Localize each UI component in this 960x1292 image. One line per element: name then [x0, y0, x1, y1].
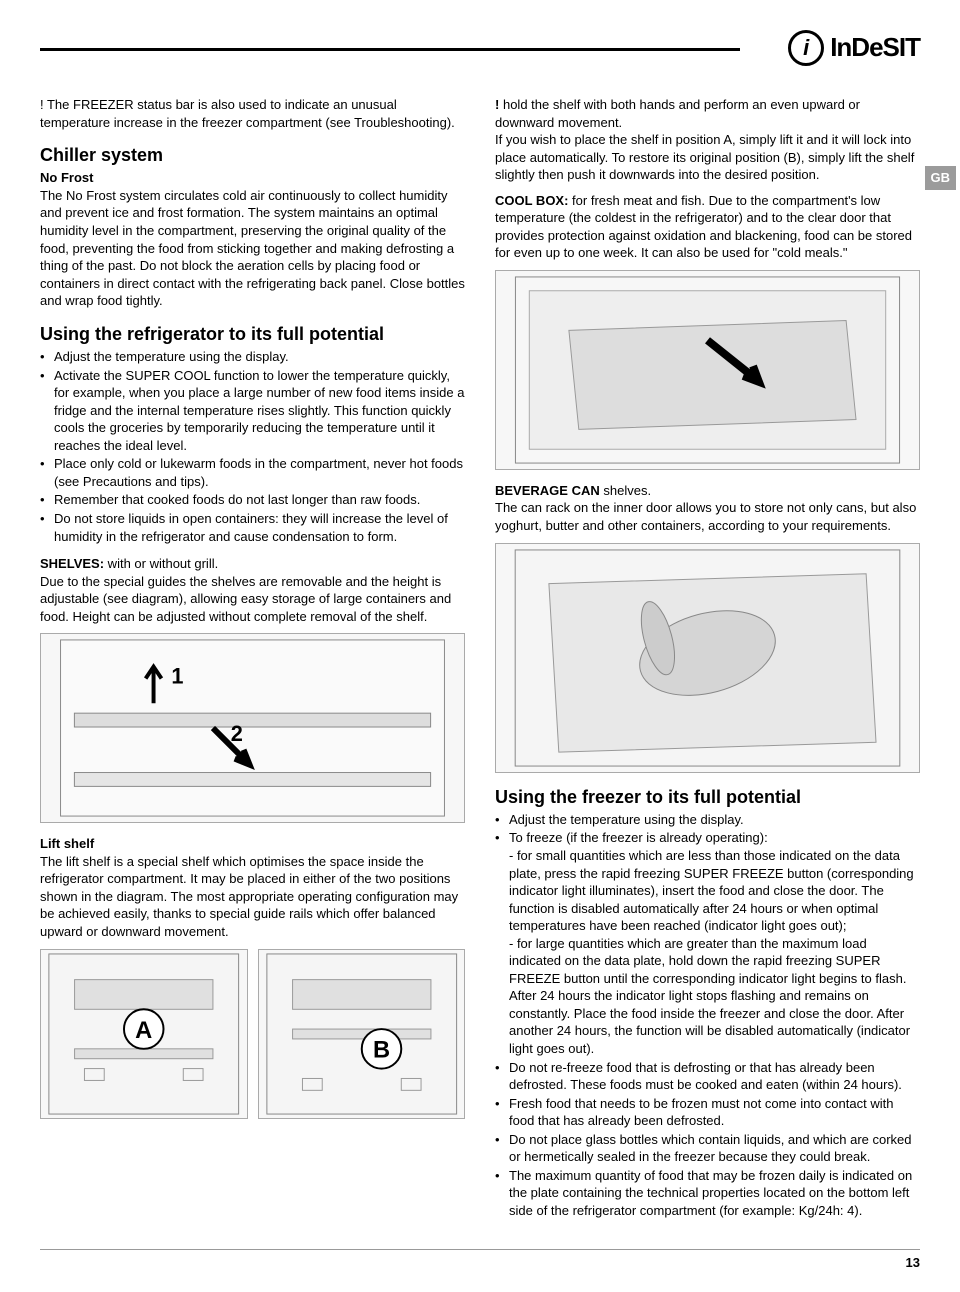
hold-shelf-note: ! hold the shelf with both hands and per…	[495, 96, 920, 184]
freezer-b2-dash1: - for small quantities which are less th…	[509, 848, 914, 933]
freezer-b2-dash2: - for large quantities which are greater…	[509, 936, 910, 1056]
coolbox-paragraph: COOL BOX: for fresh meat and fish. Due t…	[495, 192, 920, 262]
lift-diagram-b: B	[258, 949, 466, 1119]
page-number: 13	[40, 1249, 920, 1272]
fridge-bullet: Remember that cooked foods do not last l…	[40, 491, 465, 509]
coolbox-svg	[496, 271, 919, 469]
fridge-bullet: Place only cold or lukewarm foods in the…	[40, 455, 465, 490]
shelves-body: Due to the special guides the shelves ar…	[40, 574, 451, 624]
page-header: i InDeSIT	[40, 30, 920, 66]
bevcan-paragraph: BEVERAGE CAN shelves. The can rack on th…	[495, 482, 920, 535]
freezer-bullet: The maximum quantity of food that may be…	[495, 1167, 920, 1220]
fridge-bullet: Activate the SUPER COOL function to lowe…	[40, 367, 465, 455]
freezer-bullet: Adjust the temperature using the display…	[495, 811, 920, 829]
content-columns: GB ! The FREEZER status bar is also used…	[40, 96, 920, 1229]
lift-a-svg: A	[41, 950, 247, 1118]
label-2: 2	[231, 721, 243, 746]
fridge-bullet: Do not store liquids in open containers:…	[40, 510, 465, 545]
lift-shelf-body: The lift shelf is a special shelf which …	[40, 853, 465, 941]
fridge-potential-heading: Using the refrigerator to its full poten…	[40, 322, 465, 346]
bevcan-diagram	[495, 543, 920, 773]
no-frost-label: No Frost	[40, 169, 465, 187]
no-frost-body: The No Frost system circulates cold air …	[40, 187, 465, 310]
freezer-bullet: Fresh food that needs to be frozen must …	[495, 1095, 920, 1130]
fridge-bullet: Adjust the temperature using the display…	[40, 348, 465, 366]
coolbox-label: COOL BOX:	[495, 193, 568, 208]
bevcan-tail: shelves.	[600, 483, 651, 498]
shelves-paragraph: SHELVES: with or without grill. Due to t…	[40, 555, 465, 625]
hold-shelf-bang: !	[495, 97, 499, 112]
bevcan-label: BEVERAGE CAN	[495, 483, 600, 498]
coolbox-diagram	[495, 270, 920, 470]
shelves-label: SHELVES:	[40, 556, 104, 571]
brand-name: InDeSIT	[830, 30, 920, 65]
label-1: 1	[171, 664, 183, 689]
chiller-heading: Chiller system	[40, 143, 465, 167]
freezer-bullet: Do not place glass bottles which contain…	[495, 1131, 920, 1166]
freezer-status-note: ! The FREEZER status bar is also used to…	[40, 96, 465, 131]
label-b: B	[372, 1037, 389, 1063]
fridge-bullets: Adjust the temperature using the display…	[40, 348, 465, 545]
right-column: ! hold the shelf with both hands and per…	[495, 96, 920, 1229]
freezer-bullet: To freeze (if the freezer is already ope…	[495, 829, 920, 1057]
brand-logo: i InDeSIT	[788, 30, 920, 66]
lift-diagram-a: A	[40, 949, 248, 1119]
logo-letter: i	[803, 33, 809, 63]
shelf-diagram: 1 2	[40, 633, 465, 823]
lift-shelf-heading: Lift shelf	[40, 835, 465, 853]
freezer-potential-heading: Using the freezer to its full potential	[495, 785, 920, 809]
freezer-bullet: Do not re-freeze food that is defrosting…	[495, 1059, 920, 1094]
freezer-b2-intro: To freeze (if the freezer is already ope…	[509, 830, 768, 845]
shelves-tail: with or without grill.	[104, 556, 218, 571]
freezer-bullets: Adjust the temperature using the display…	[495, 811, 920, 1220]
label-a: A	[135, 1017, 152, 1043]
shelf-diagram-svg: 1 2	[41, 634, 464, 822]
left-column: ! The FREEZER status bar is also used to…	[40, 96, 465, 1229]
lift-b-svg: B	[259, 950, 465, 1118]
lift-diagram-pair: A B	[40, 949, 465, 1119]
header-rule	[40, 48, 740, 51]
bevcan-body: The can rack on the inner door allows yo…	[495, 500, 916, 533]
hold-shelf-text: hold the shelf with both hands and perfo…	[495, 97, 860, 130]
bevcan-svg	[496, 544, 919, 772]
hold-shelf-body: If you wish to place the shelf in positi…	[495, 132, 914, 182]
language-tag: GB	[925, 166, 957, 190]
logo-icon: i	[788, 30, 824, 66]
